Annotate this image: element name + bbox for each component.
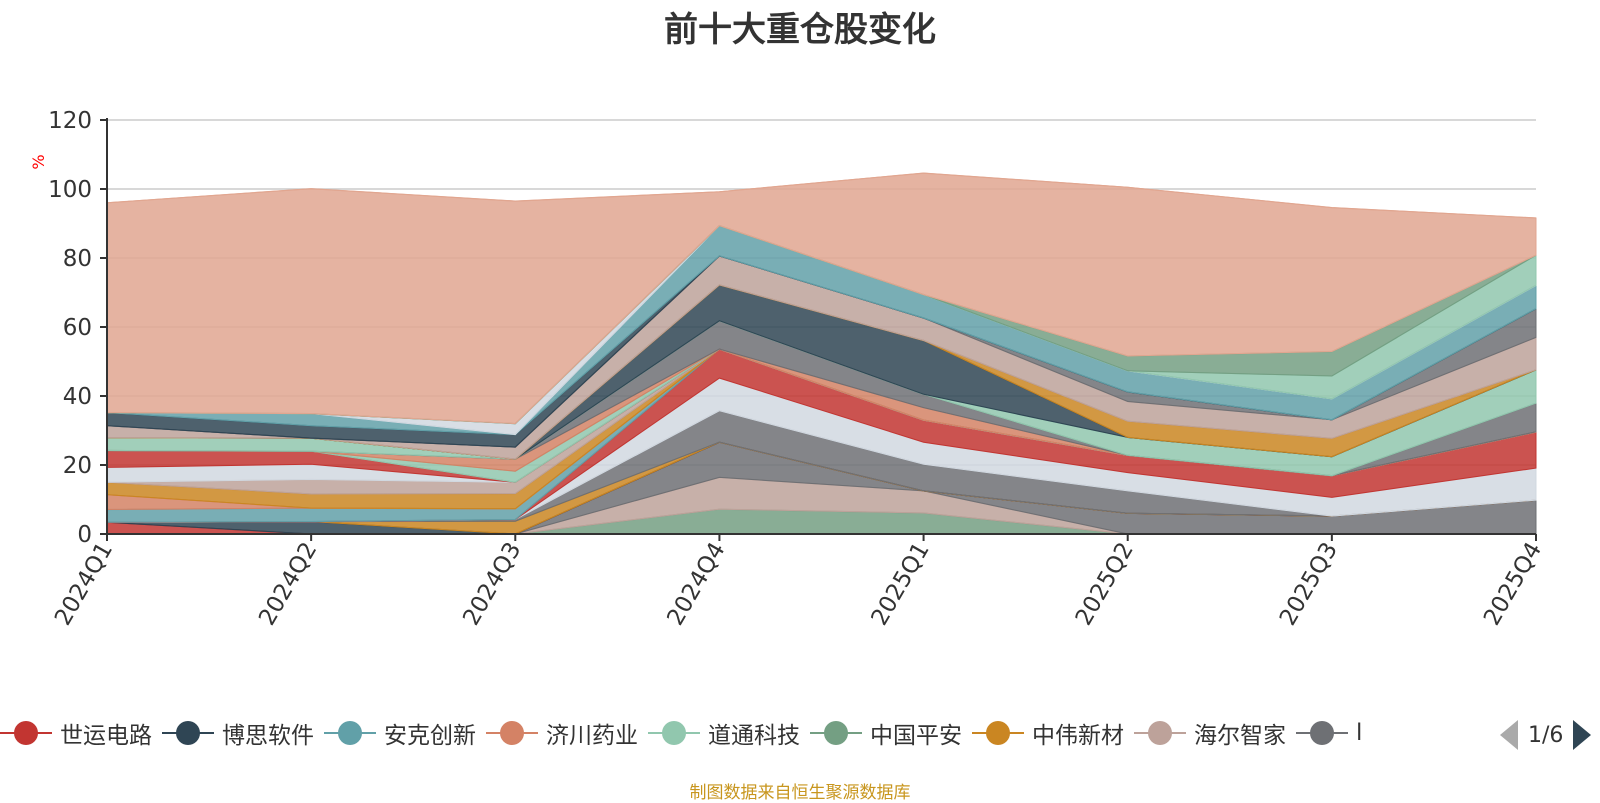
x-tick-label-2025Q1: 2025Q1 <box>867 538 935 630</box>
legend-page-indicator: 1/6 <box>1528 722 1564 748</box>
x-tick-label-2025Q3: 2025Q3 <box>1275 538 1343 630</box>
legend-item[interactable]: l <box>1296 716 1362 750</box>
legend-item[interactable]: 中伟新材 <box>972 716 1124 750</box>
legend-label: 海尔智家 <box>1194 723 1286 749</box>
legend-label: 中伟新材 <box>1032 723 1124 749</box>
legend-label: 世运电路 <box>60 723 152 749</box>
x-tick-label-2024Q1: 2024Q1 <box>50 538 118 630</box>
legend-label: 济川药业 <box>546 723 638 749</box>
y-tick-label-60: 60 <box>63 315 92 341</box>
legend-marker-icon <box>162 716 214 750</box>
legend-item[interactable]: 世运电路 <box>0 716 152 750</box>
area-series-group <box>106 172 1537 535</box>
y-tick-label-80: 80 <box>63 246 92 272</box>
legend-marker-icon <box>972 716 1024 750</box>
legend-item[interactable]: 道通科技 <box>648 716 800 750</box>
legend-marker-icon <box>1134 716 1186 750</box>
legend-item[interactable]: 安克创新 <box>324 716 476 750</box>
legend-prev-page-icon[interactable] <box>1500 720 1518 750</box>
legend-item[interactable]: 济川药业 <box>486 716 638 750</box>
y-tick-label-20: 20 <box>63 453 92 479</box>
legend: 世运电路 博思软件 安克创新 济川药业 道通科技 中国平安 中伟新材 海尔智家 l <box>0 716 1500 750</box>
legend-pager: 1/6 <box>1500 718 1600 752</box>
x-tick-label-2025Q4: 2025Q4 <box>1479 538 1547 630</box>
y-tick-label-120: 120 <box>48 108 92 134</box>
legend-marker-icon <box>1296 716 1348 750</box>
source-note: 制图数据来自恒生聚源数据库 <box>689 783 911 803</box>
line-series-others <box>106 172 1537 219</box>
legend-marker-icon <box>486 716 538 750</box>
y-tick-label-0: 0 <box>77 522 92 548</box>
legend-marker-icon <box>648 716 700 750</box>
legend-label: 中国平安 <box>870 723 962 749</box>
y-tick-label-100: 100 <box>48 177 92 203</box>
legend-label: 安克创新 <box>384 723 476 749</box>
legend-item[interactable]: 中国平安 <box>810 716 962 750</box>
legend-label: 博思软件 <box>222 723 314 749</box>
legend-next-page-icon[interactable] <box>1573 720 1592 750</box>
x-tick-label-2025Q2: 2025Q2 <box>1071 538 1139 630</box>
legend-marker-icon <box>0 716 52 750</box>
y-axis-label: % <box>29 154 48 169</box>
legend-label: 道通科技 <box>708 723 800 749</box>
legend-item[interactable]: 海尔智家 <box>1134 716 1286 750</box>
legend-item[interactable]: 博思软件 <box>162 716 314 750</box>
legend-label: l <box>1356 720 1363 746</box>
x-tick-label-2024Q4: 2024Q4 <box>662 538 730 630</box>
y-tick-label-40: 40 <box>63 384 92 410</box>
legend-marker-icon <box>324 716 376 750</box>
x-tick-label-2024Q3: 2024Q3 <box>458 538 526 630</box>
legend-marker-icon <box>810 716 862 750</box>
x-tick-label-2024Q2: 2024Q2 <box>254 538 322 630</box>
chart-title: 前十大重仓股变化 <box>664 10 936 50</box>
